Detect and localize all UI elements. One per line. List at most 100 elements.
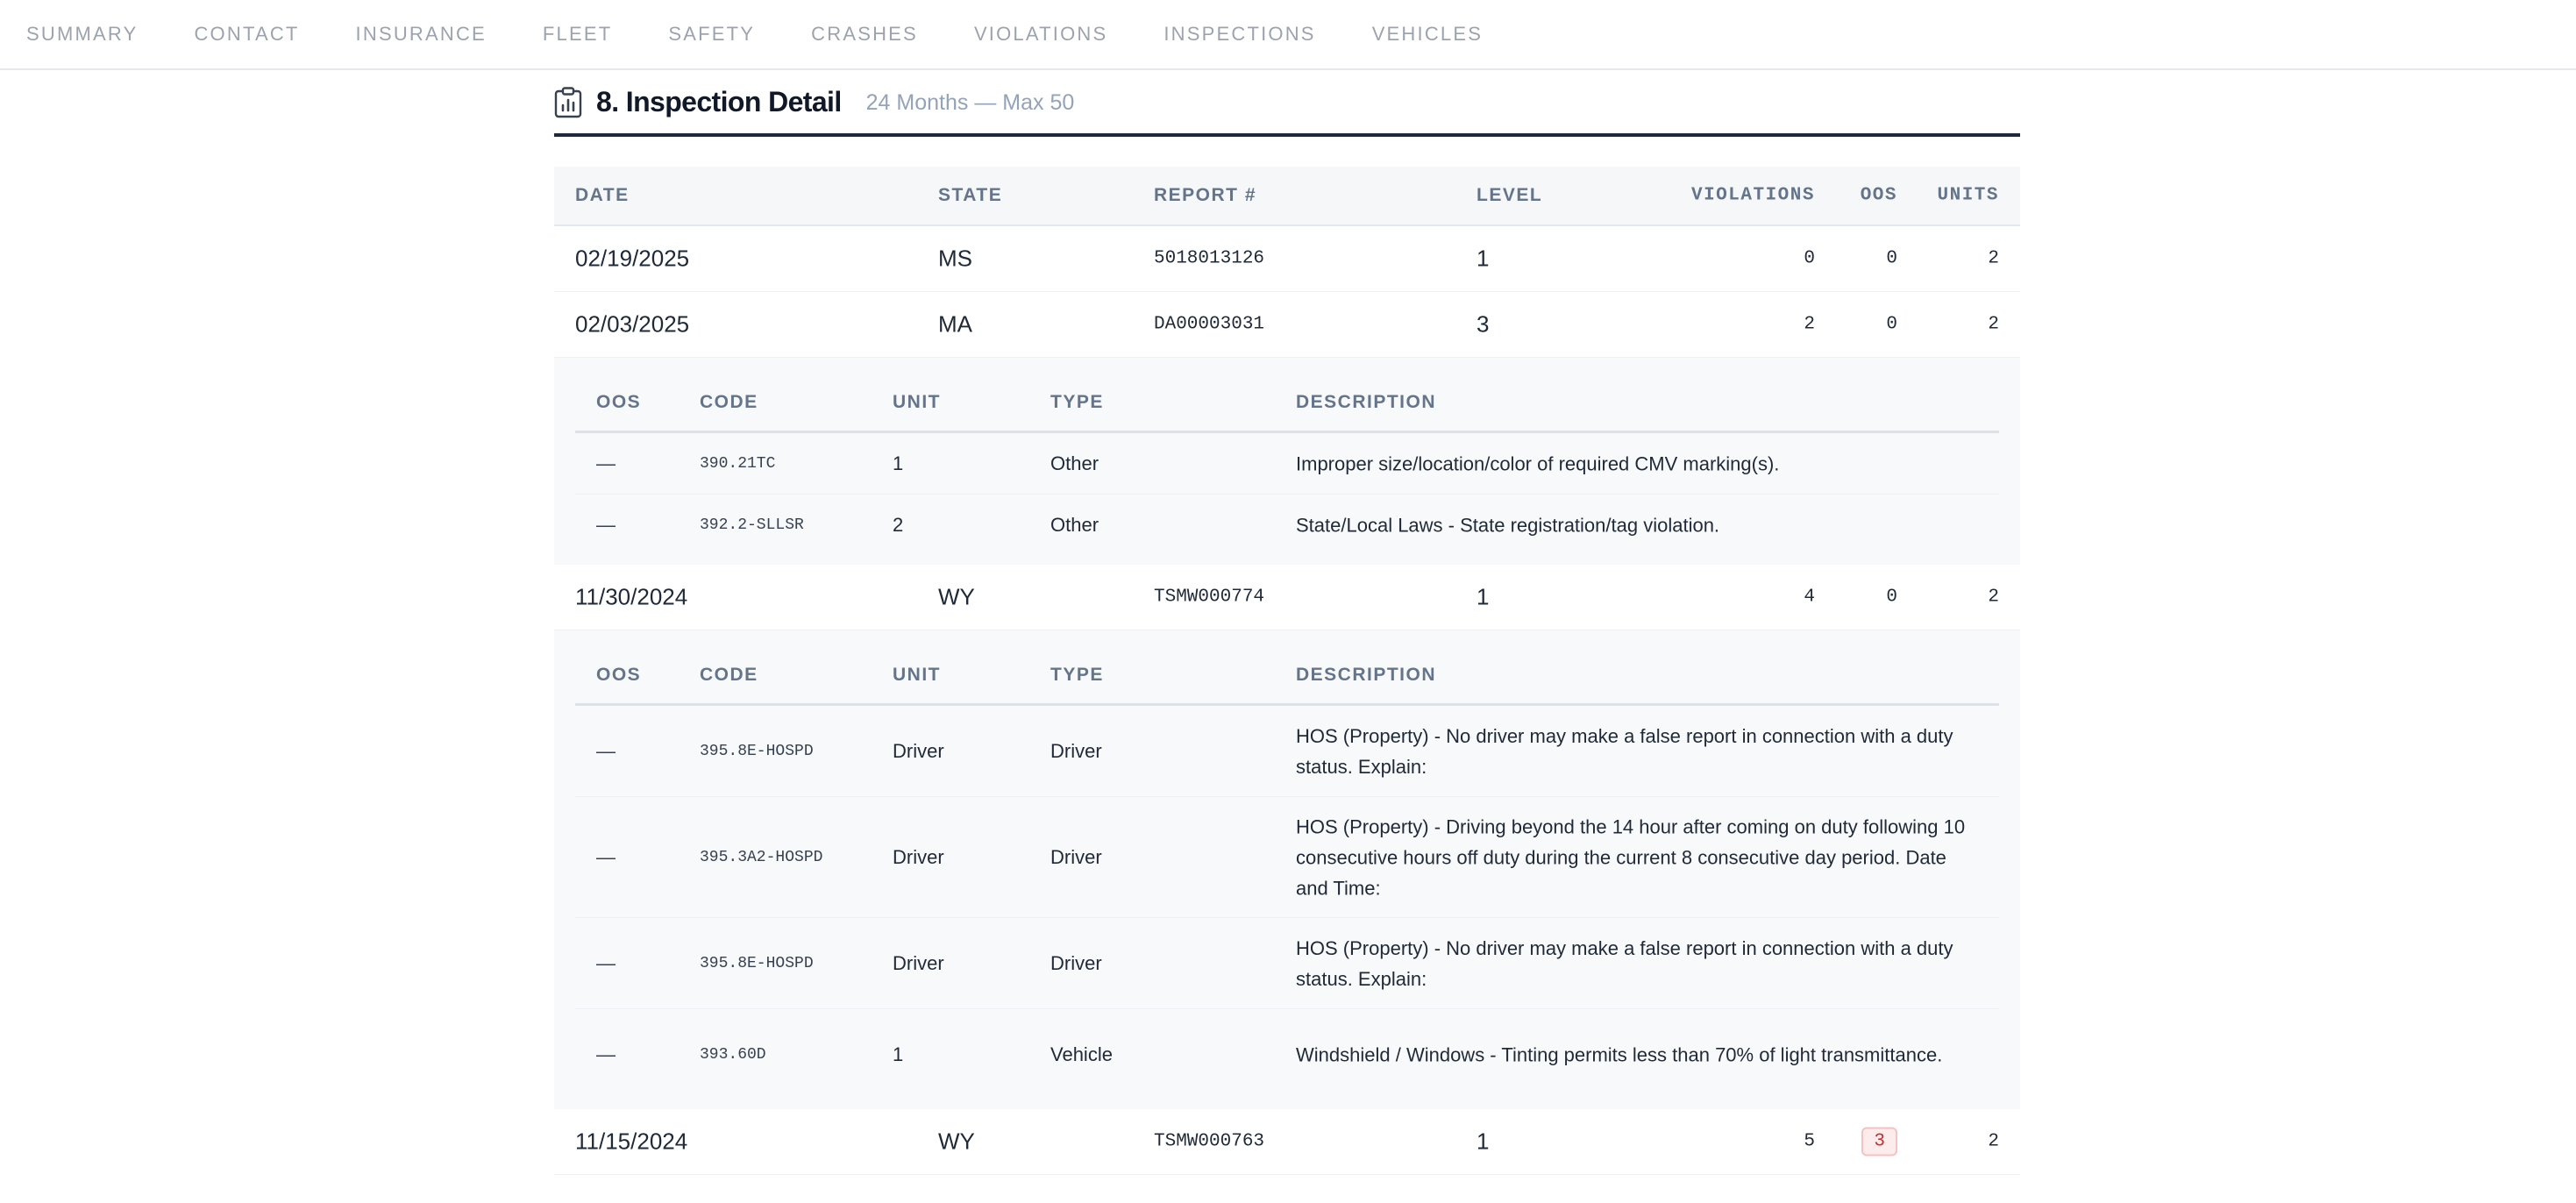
units-count: 2 xyxy=(1988,248,1999,269)
oos-count: 3 xyxy=(1861,1127,1897,1157)
nav-item-fleet[interactable]: FLEET xyxy=(542,23,613,45)
inspection-date: 11/30/2024 xyxy=(575,583,688,610)
violation-type: Driver xyxy=(1050,951,1102,974)
nav-item-vehicles[interactable]: VEHICLES xyxy=(1371,23,1484,45)
nav-item-violations[interactable]: VIOLATIONS xyxy=(973,23,1108,45)
violation-row: — 393.60D 1 Vehicle Windshield / Windows - T… xyxy=(575,1009,1999,1100)
violation-code: 390.21TC xyxy=(700,454,776,473)
inspection-state: WY xyxy=(938,583,975,610)
violation-row: — 395.8E-HOSPD Driver Driver HOS (Property) … xyxy=(575,706,1999,797)
section-title: 8. Inspection Detail xyxy=(596,85,842,117)
violation-type: Other xyxy=(1050,452,1099,474)
detail-col-description: DESCRIPTION xyxy=(1296,665,1437,685)
violation-oos: — xyxy=(596,514,616,536)
col-report[interactable]: REPORT # xyxy=(1154,185,1257,205)
detail-col-unit: UNIT xyxy=(893,392,941,412)
oos-count: 0 xyxy=(1886,587,1897,608)
violation-detail-table: OOS CODE UNIT TYPE DESCRIPTION — 390.21TC 1 Othe… xyxy=(554,358,2020,565)
inspection-date: 02/03/2025 xyxy=(575,310,690,338)
inspection-date: 02/19/2025 xyxy=(575,245,690,272)
table-body: 02/19/2025 MS 5018013126 1 0 0 2 02/03/2025 MA DA… xyxy=(554,226,2020,1175)
report-number: 5018013126 xyxy=(1154,248,1265,269)
oos-count: 0 xyxy=(1886,314,1897,335)
violation-row: — 392.2-SLLSR 2 Other State/Local Laws - Sta… xyxy=(575,495,1999,556)
inspection-state: MS xyxy=(938,245,972,272)
units-count: 2 xyxy=(1988,587,1999,608)
violation-unit: 2 xyxy=(893,514,904,536)
detail-col-unit: UNIT xyxy=(893,665,941,685)
violation-unit: Driver xyxy=(893,845,944,868)
section-subtitle: 24 Months — Max 50 xyxy=(865,90,1075,115)
clipboard-chart-icon xyxy=(554,87,582,118)
violations-count: 4 xyxy=(1804,587,1815,608)
inspection-date: 11/15/2024 xyxy=(575,1128,688,1155)
table-row[interactable]: 11/30/2024 WY TSMW000774 1 4 0 2 xyxy=(554,565,2020,630)
violation-oos: — xyxy=(596,1043,616,1065)
inspection-state: MA xyxy=(938,310,972,338)
oos-count: 0 xyxy=(1886,248,1897,269)
violation-oos: — xyxy=(596,452,616,474)
nav-item-inspections[interactable]: INSPECTIONS xyxy=(1163,23,1316,45)
units-count: 2 xyxy=(1988,1131,1999,1152)
violation-code: 392.2-SLLSR xyxy=(700,516,804,534)
inspection-level: 1 xyxy=(1477,1128,1490,1155)
report-number: TSMW000774 xyxy=(1154,587,1265,608)
col-oos[interactable]: OOS xyxy=(1860,185,1897,206)
detail-col-oos: OOS xyxy=(596,392,642,412)
detail-col-code: CODE xyxy=(700,392,758,412)
detail-col-type: TYPE xyxy=(1050,665,1104,685)
inspection-state: WY xyxy=(938,1128,975,1155)
inspection-level: 1 xyxy=(1477,583,1490,610)
violation-oos: — xyxy=(596,951,616,974)
inspection-table: DATE STATE REPORT # LEVEL VIOLATIONS OOS… xyxy=(554,167,2020,1175)
inspection-level: 1 xyxy=(1477,245,1490,272)
violation-row: — 395.8E-HOSPD Driver Driver HOS (Property) … xyxy=(575,918,1999,1009)
violations-count: 5 xyxy=(1804,1131,1815,1152)
violation-description: Improper size/location/color of required… xyxy=(1296,452,1780,474)
nav-item-safety[interactable]: SAFETY xyxy=(668,23,756,45)
nav-item-insurance[interactable]: INSURANCE xyxy=(355,23,487,45)
violation-oos: — xyxy=(596,845,616,868)
col-level[interactable]: LEVEL xyxy=(1477,185,1543,205)
violation-type: Driver xyxy=(1050,845,1102,868)
violation-row: — 395.3A2-HOSPD Driver Driver HOS (Property)… xyxy=(575,797,1999,918)
top-nav: SUMMARY CONTACT INSURANCE FLEET SAFETY CRASHE… xyxy=(0,0,2576,70)
detail-col-code: CODE xyxy=(700,665,758,685)
detail-header: OOS CODE UNIT TYPE DESCRIPTION xyxy=(575,358,1999,433)
section-header: 8. Inspection Detail 24 Months — Max 50 xyxy=(554,70,2020,137)
detail-col-type: TYPE xyxy=(1050,392,1104,412)
violation-type: Vehicle xyxy=(1050,1043,1113,1065)
violation-description: HOS (Property) - No driver may make a fa… xyxy=(1296,936,1953,990)
table-row[interactable]: 11/15/2024 WY TSMW000763 1 5 3 2 xyxy=(554,1109,2020,1175)
report-number: TSMW000763 xyxy=(1154,1131,1265,1152)
violation-code: 395.3A2-HOSPD xyxy=(700,848,823,866)
violation-type: Driver xyxy=(1050,739,1102,762)
violation-unit: Driver xyxy=(893,739,944,762)
table-row[interactable]: 02/19/2025 MS 5018013126 1 0 0 2 xyxy=(554,226,2020,292)
violations-count: 0 xyxy=(1804,248,1815,269)
violation-unit: 1 xyxy=(893,1043,904,1065)
violations-count: 2 xyxy=(1804,314,1815,335)
table-header: DATE STATE REPORT # LEVEL VIOLATIONS OOS… xyxy=(554,167,2020,226)
violation-code: 393.60D xyxy=(700,1046,766,1064)
nav-item-summary[interactable]: SUMMARY xyxy=(26,23,139,45)
violation-description: HOS (Property) - Driving beyond the 14 h… xyxy=(1296,815,1966,899)
table-row[interactable]: 02/03/2025 MA DA00003031 3 2 0 2 xyxy=(554,292,2020,358)
violation-code: 395.8E-HOSPD xyxy=(700,742,814,760)
detail-col-oos: OOS xyxy=(596,665,642,685)
nav-item-crashes[interactable]: CRASHES xyxy=(811,23,918,45)
col-date[interactable]: DATE xyxy=(575,185,630,205)
violation-description: Windshield / Windows - Tinting permits l… xyxy=(1296,1043,1943,1066)
violation-row: — 390.21TC 1 Other Improper size/location/co… xyxy=(575,433,1999,495)
units-count: 2 xyxy=(1988,314,1999,335)
detail-col-description: DESCRIPTION xyxy=(1296,392,1437,412)
nav-item-contact[interactable]: CONTACT xyxy=(194,23,300,45)
violation-detail-table: OOS CODE UNIT TYPE DESCRIPTION — 395.8E-HOSPD D… xyxy=(554,630,2020,1109)
col-violations[interactable]: VIOLATIONS xyxy=(1690,185,1815,206)
oos-badge: 3 xyxy=(1861,1127,1897,1157)
violation-code: 395.8E-HOSPD xyxy=(700,954,814,972)
col-units[interactable]: UNITS xyxy=(1937,185,1999,206)
violation-description: State/Local Laws - State registration/ta… xyxy=(1296,514,1720,537)
detail-header: OOS CODE UNIT TYPE DESCRIPTION xyxy=(575,630,1999,706)
col-state[interactable]: STATE xyxy=(938,185,1003,205)
